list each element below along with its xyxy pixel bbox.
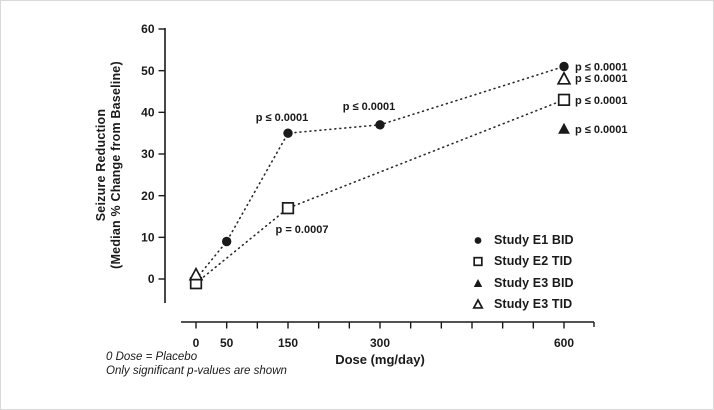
filled-circle-marker bbox=[375, 120, 385, 130]
legend-label: Study E2 TID bbox=[494, 254, 573, 269]
open-triangle-marker bbox=[188, 266, 204, 281]
p-value-label: p ≤ 0.0001 bbox=[575, 62, 628, 74]
y-axis-title-line2: (Median % Change from Baseline) bbox=[109, 61, 123, 269]
legend-row-e3-bid: Study E3 BID bbox=[469, 272, 574, 294]
legend-row-e1-bid: Study E1 BID bbox=[469, 229, 574, 251]
footnote-placebo: 0 Dose = Placebo bbox=[106, 351, 198, 363]
open-triangle-marker bbox=[472, 298, 484, 310]
legend-marker-glyph bbox=[473, 278, 483, 287]
footnotes: 0 Dose = Placebo Only significant p-valu… bbox=[106, 351, 287, 378]
filled-circle-icon bbox=[469, 232, 487, 248]
filled-triangle-marker bbox=[558, 122, 570, 134]
x-tick-label: 600 bbox=[554, 336, 574, 350]
y-axis-title: Seizure Reduction (Median % Change from … bbox=[94, 45, 124, 285]
filled-triangle-marker bbox=[473, 278, 483, 287]
p-value-label: p ≤ 0.0001 bbox=[575, 124, 628, 136]
filled-triangle-icon bbox=[469, 275, 487, 291]
p-value-label: p ≤ 0.0001 bbox=[575, 73, 628, 85]
filled-circle-marker bbox=[474, 236, 482, 244]
p-value-label: p ≤ 0.0001 bbox=[575, 95, 628, 107]
filled-circle-marker bbox=[221, 236, 232, 247]
series-line bbox=[195, 65, 565, 280]
legend-marker-glyph bbox=[474, 236, 482, 244]
legend-row-e2-tid: Study E2 TID bbox=[469, 251, 574, 273]
y-tick-label: 10 bbox=[141, 231, 155, 245]
y-tick-label: 30 bbox=[141, 147, 155, 161]
y-tick-label: 50 bbox=[141, 64, 155, 78]
x-tick-label: 0 bbox=[193, 336, 200, 350]
legend-label: Study E3 TID bbox=[494, 297, 573, 312]
footnote-pvalues: Only significant p-values are shown bbox=[106, 364, 287, 377]
x-tick-label: 300 bbox=[370, 336, 390, 350]
open-square-icon bbox=[469, 253, 487, 269]
y-tick-label: 40 bbox=[141, 106, 155, 120]
legend-row-e3-tid: Study E3 TID bbox=[469, 294, 574, 316]
open-triangle-icon bbox=[469, 296, 487, 312]
legend-label: Study E1 BID bbox=[494, 232, 574, 247]
p-value-label: p = 0.0007 bbox=[276, 224, 329, 236]
open-square-marker bbox=[557, 93, 571, 106]
series-line bbox=[195, 99, 565, 284]
legend: Study E1 BID Study E2 TID Study E3 BID S… bbox=[469, 229, 574, 315]
open-triangle-marker bbox=[556, 71, 572, 85]
p-value-label: p ≤ 0.0001 bbox=[256, 112, 309, 124]
open-square-marker bbox=[281, 202, 295, 215]
y-tick-label: 0 bbox=[148, 272, 155, 286]
y-tick-label: 20 bbox=[141, 189, 155, 203]
legend-marker-glyph bbox=[472, 298, 484, 310]
legend-marker-glyph bbox=[473, 257, 483, 267]
x-tick-label: 150 bbox=[278, 336, 298, 350]
p-value-label: p ≤ 0.0001 bbox=[343, 101, 396, 113]
x-axis-title: Dose (mg/day) bbox=[335, 352, 425, 367]
open-square-marker bbox=[473, 257, 483, 267]
x-tick-label: 50 bbox=[220, 336, 234, 350]
y-axis-title-line1: Seizure Reduction bbox=[94, 108, 108, 222]
filled-circle-marker bbox=[559, 61, 569, 72]
filled-circle-marker bbox=[283, 128, 293, 138]
legend-label: Study E3 BID bbox=[494, 275, 574, 290]
y-tick-label: 60 bbox=[141, 22, 155, 36]
